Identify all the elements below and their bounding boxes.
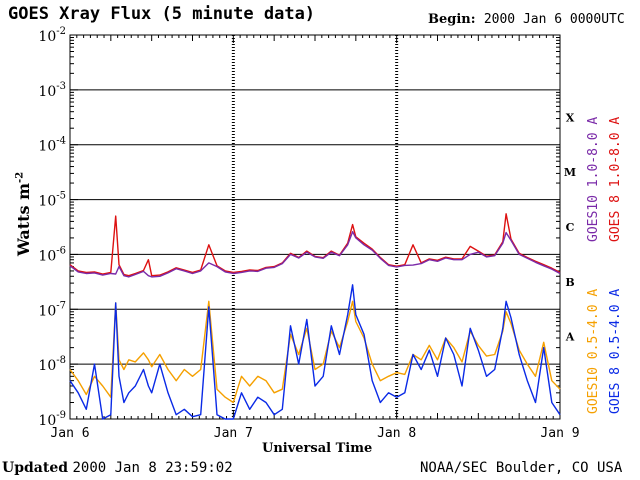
y-tick-label: 10-8 [38,355,66,374]
begin-value: 2000 Jan 6 0000UTC [483,12,625,27]
x-tick-label: Jan 8 [377,426,416,441]
series-line [69,213,561,277]
x-tick-label: Jan 7 [214,426,253,441]
updated-label: Updated [2,460,69,476]
source-credit: NOAA/SEC Boulder, CO USA [420,460,623,476]
updated-info: Updated 2000 Jan 8 23:59:02 [2,460,233,476]
y-axis-label: Watts m-2 [14,172,33,256]
x-axis-label: Universal Time [262,441,373,456]
y-axis-label-exponent: -2 [14,171,26,183]
legend-goes10-short: GOES10 0.5-4.0 A [586,288,601,414]
y-tick-label: 10-3 [38,81,66,100]
begin-info: Begin: 2000 Jan 6 0000UTC [428,12,625,27]
y-tick-label: 10-4 [38,136,66,155]
chart-title: GOES Xray Flux (5 minute data) [8,4,316,24]
y-tick-label: 10-2 [38,26,66,45]
legend-goes10-long: GOES10 1.0-8.0 A [586,116,601,242]
flare-class-label: B [565,276,574,289]
y-tick-label: 10-9 [38,410,66,429]
flare-class-label: M [564,166,576,179]
flare-class-label: X [566,111,575,124]
x-tick-label: Jan 9 [540,426,579,441]
series-line [69,300,561,404]
y-axis-label-text: Watts m [14,182,33,257]
flare-class-label: A [565,331,575,344]
x-tick-label: Jan 6 [50,426,89,441]
series-line [69,284,561,420]
legend-goes8-long: GOES 8 1.0-8.0 A [608,116,623,242]
y-tick-label: 10-5 [38,191,66,210]
series-line [69,230,561,278]
updated-value: 2000 Jan 8 23:59:02 [72,460,233,476]
begin-label: Begin: [428,12,476,27]
flare-class-label: C [566,221,575,234]
y-tick-label: 10-7 [38,300,66,319]
y-tick-label: 10-6 [38,245,66,264]
plot-frame [69,34,561,420]
legend-goes8-short: GOES 8 0.5-4.0 A [608,288,623,414]
